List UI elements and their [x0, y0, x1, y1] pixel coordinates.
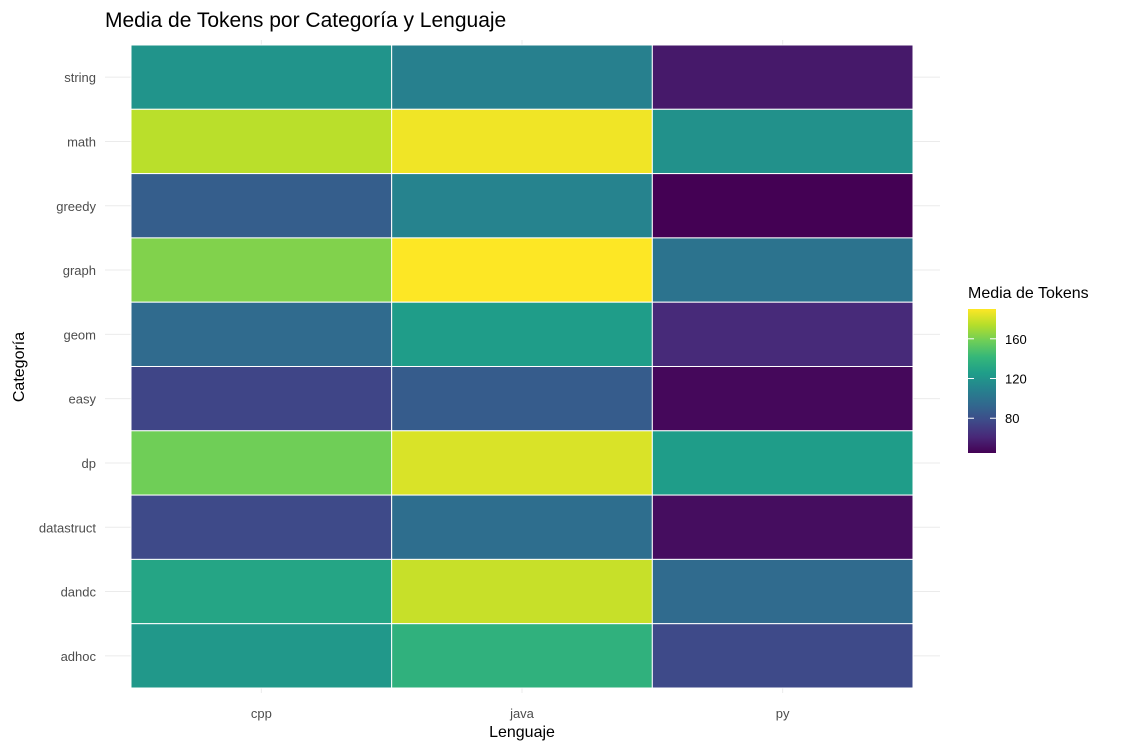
x-tick-label: cpp	[251, 706, 272, 721]
heatmap-cell-string-java	[391, 44, 653, 110]
heatmap-cell-datastruct-py	[651, 494, 914, 560]
heatmap-cell-geom-py	[651, 301, 914, 368]
heatmap-cell-dp-cpp	[130, 430, 393, 496]
y-tick-label: string	[64, 70, 96, 85]
legend-tick-label: 160	[1005, 332, 1027, 347]
chart-title: Media de Tokens por Categoría y Lenguaje	[105, 9, 506, 32]
legend: Media de Tokens 80 120 160	[968, 285, 1089, 453]
heatmap-cell-easy-cpp	[130, 366, 393, 432]
x-tick-label: py	[776, 706, 790, 721]
heatmap-cell-geom-cpp	[130, 301, 393, 368]
legend-tick-label: 120	[1005, 372, 1027, 387]
heatmap-cell-datastruct-cpp	[130, 494, 393, 560]
legend-ticks: 80 120 160	[968, 332, 1027, 426]
legend-colorbar	[968, 309, 996, 453]
legend-title: Media de Tokens	[968, 285, 1089, 302]
x-axis-title: Lenguaje	[489, 724, 555, 741]
heatmap-cell-string-cpp	[130, 44, 393, 110]
legend-tick-label: 80	[1005, 411, 1019, 426]
heatmap-cell-dandc-java	[391, 558, 653, 625]
y-tick-label: graph	[63, 263, 96, 278]
heatmap-cell-math-cpp	[130, 108, 393, 175]
heatmap-cell-graph-py	[651, 237, 914, 303]
y-tick-label: easy	[69, 392, 97, 407]
heatmap-cell-easy-py	[651, 366, 914, 432]
heatmap-cell-adhoc-java	[391, 623, 653, 689]
x-tick-label: java	[509, 706, 535, 721]
heatmap-cell-dp-py	[651, 430, 914, 496]
y-tick-label: datastruct	[39, 520, 96, 535]
y-tick-label: dp	[82, 456, 96, 471]
heatmap-cell-greedy-py	[651, 173, 914, 239]
heatmap-cell-adhoc-py	[651, 623, 914, 689]
heatmap-cell-greedy-java	[391, 173, 653, 239]
heatmap-cell-easy-java	[391, 366, 653, 432]
y-tick-label: dandc	[61, 585, 97, 600]
y-axis-title: Categoría	[11, 332, 28, 402]
heatmap-cell-adhoc-cpp	[130, 623, 393, 689]
cells-layer	[130, 44, 914, 689]
heatmap-cell-dp-java	[391, 430, 653, 496]
heatmap-cell-math-java	[391, 108, 653, 175]
heatmap-cell-geom-java	[391, 301, 653, 368]
y-tick-label: greedy	[56, 199, 96, 214]
heatmap-cell-graph-java	[391, 237, 653, 303]
y-tick-label: geom	[63, 327, 96, 342]
heatmap-cell-greedy-cpp	[130, 173, 393, 239]
heatmap-cell-math-py	[651, 108, 914, 175]
heatmap-cell-datastruct-java	[391, 494, 653, 560]
y-tick-label: adhoc	[61, 649, 97, 664]
ticks-layer: cpp java py string math greedy graph geom easy dp…	[39, 70, 790, 721]
heatmap-cell-graph-cpp	[130, 237, 393, 303]
heatmap-cell-dandc-py	[651, 558, 914, 625]
heatmap-cell-dandc-cpp	[130, 558, 393, 625]
y-tick-label: math	[67, 134, 96, 149]
heatmap-cell-string-py	[651, 44, 914, 110]
